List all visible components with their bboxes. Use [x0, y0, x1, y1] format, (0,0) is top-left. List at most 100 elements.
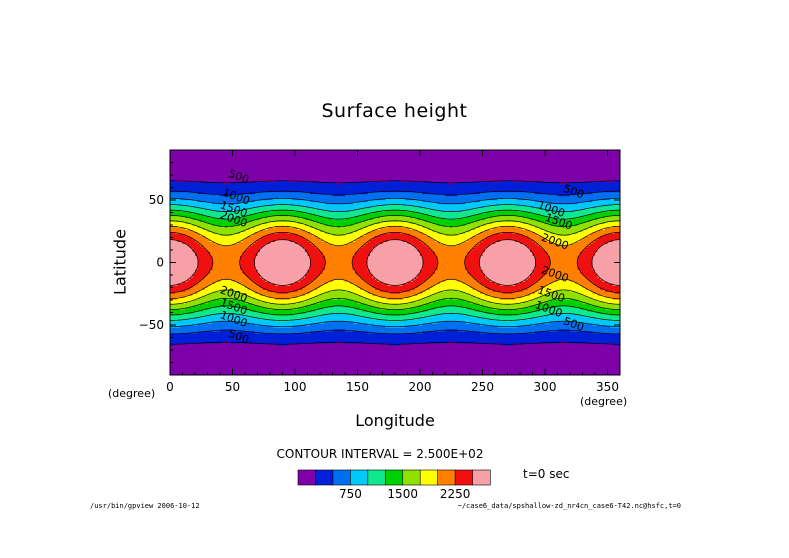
field-cell — [577, 343, 581, 346]
field-cell — [517, 329, 521, 332]
field-cell — [435, 327, 438, 330]
field-cell — [280, 335, 283, 338]
field-cell — [545, 335, 548, 338]
field-cell — [385, 331, 388, 334]
field-cell — [415, 329, 418, 332]
field-cell — [347, 347, 351, 350]
field-cell — [277, 341, 281, 344]
field-cell — [375, 359, 378, 362]
field-cell — [170, 371, 173, 374]
field-cell — [562, 333, 566, 336]
field-cell — [172, 331, 176, 334]
field-cell — [542, 357, 546, 360]
field-cell — [612, 333, 616, 336]
field-cell — [300, 321, 303, 324]
field-cell — [292, 331, 296, 334]
field-cell — [480, 365, 483, 368]
field-cell — [547, 327, 551, 330]
field-cell — [395, 339, 398, 342]
field-cell — [462, 321, 466, 324]
field-cell — [197, 325, 201, 328]
field-cell — [510, 361, 513, 364]
field-cell — [595, 333, 598, 336]
field-cell — [412, 347, 416, 350]
field-cell — [185, 353, 188, 356]
field-cell — [332, 337, 336, 340]
field-cell — [327, 359, 331, 362]
field-cell — [190, 333, 193, 336]
field-cell — [410, 367, 413, 370]
field-cell — [592, 361, 596, 364]
field-cell — [360, 369, 363, 372]
field-cell — [550, 371, 553, 374]
field-cell — [595, 369, 598, 372]
field-cell — [187, 345, 191, 348]
field-cell — [442, 331, 446, 334]
field-cell — [237, 365, 241, 368]
field-cell — [612, 323, 616, 326]
field-cell — [587, 353, 591, 356]
field-cell — [390, 339, 393, 342]
field-cell — [395, 335, 398, 338]
field-cell — [570, 333, 573, 336]
field-cell — [422, 325, 426, 328]
field-cell — [267, 327, 271, 330]
field-cell — [560, 365, 563, 368]
field-cell — [492, 355, 496, 358]
field-cell — [475, 337, 478, 340]
field-cell — [480, 339, 483, 342]
field-cell — [347, 371, 351, 374]
field-cell — [180, 321, 183, 324]
field-cell — [607, 355, 611, 358]
field-cell — [377, 327, 381, 330]
field-cell — [392, 321, 396, 324]
field-cell — [617, 367, 621, 370]
field-cell — [245, 333, 248, 336]
field-cell — [242, 371, 246, 374]
field-cell — [255, 347, 258, 350]
field-cell — [265, 359, 268, 362]
field-cell — [615, 327, 618, 330]
field-cell — [427, 341, 431, 344]
field-cell — [342, 321, 346, 324]
field-cell — [250, 325, 253, 328]
field-cell — [180, 329, 183, 332]
field-cell — [277, 327, 281, 330]
field-cell — [605, 333, 608, 336]
field-cell — [205, 361, 208, 364]
field-cell — [295, 359, 298, 362]
field-cell — [557, 325, 561, 328]
field-cell — [380, 341, 383, 344]
field-cell — [207, 355, 211, 358]
field-cell — [432, 353, 436, 356]
field-cell — [582, 353, 586, 356]
field-cell — [202, 359, 206, 362]
field-cell — [217, 337, 221, 340]
field-cell — [202, 341, 206, 344]
field-cell — [537, 337, 541, 340]
field-cell — [417, 337, 421, 340]
field-cell — [570, 367, 573, 370]
field-cell — [202, 345, 206, 348]
field-cell — [272, 323, 276, 326]
field-cell — [465, 325, 468, 328]
field-cell — [240, 361, 243, 364]
field-cell — [200, 337, 203, 340]
field-cell — [472, 355, 476, 358]
field-cell — [425, 333, 428, 336]
field-cell — [252, 357, 256, 360]
field-cell — [452, 361, 456, 364]
field-cell — [457, 325, 461, 328]
field-cell — [492, 339, 496, 342]
field-cell — [357, 361, 361, 364]
field-cell — [425, 345, 428, 348]
field-cell — [247, 323, 251, 326]
field-cell — [585, 349, 588, 352]
field-cell — [517, 365, 521, 368]
field-cell — [520, 349, 523, 352]
field-cell — [500, 371, 503, 374]
field-cell — [565, 365, 568, 368]
field-cell — [392, 355, 396, 358]
field-cell — [235, 335, 238, 338]
field-cell — [597, 357, 601, 360]
